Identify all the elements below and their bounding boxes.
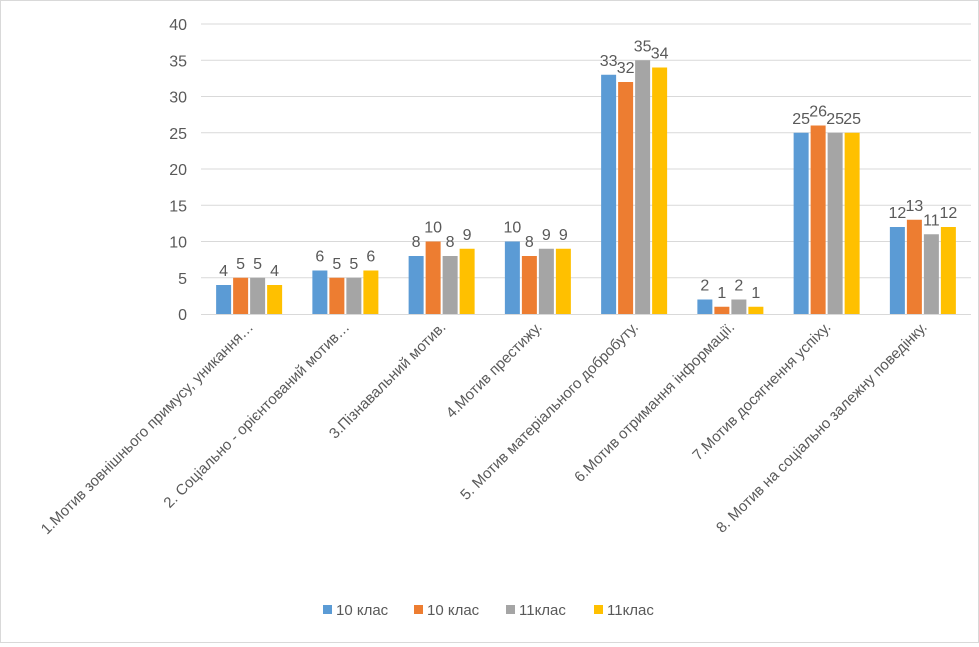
bar bbox=[538, 248, 554, 314]
y-tick-label: 5 bbox=[178, 271, 187, 288]
data-label: 12 bbox=[939, 205, 957, 222]
data-label: 5 bbox=[236, 256, 245, 273]
bar bbox=[889, 227, 905, 314]
category-label: 6.Мотив отримання інформації. bbox=[571, 319, 738, 486]
y-tick-label: 40 bbox=[169, 17, 187, 34]
data-label: 5 bbox=[332, 256, 341, 273]
y-tick-label: 15 bbox=[169, 198, 187, 215]
bar bbox=[793, 132, 809, 314]
data-label: 10 bbox=[424, 220, 442, 237]
bar bbox=[216, 285, 232, 314]
bar bbox=[425, 241, 441, 314]
data-label: 26 bbox=[809, 104, 827, 121]
bar bbox=[442, 256, 458, 314]
data-label: 8 bbox=[525, 234, 534, 251]
data-label: 9 bbox=[463, 227, 472, 244]
y-tick-label: 20 bbox=[169, 162, 187, 179]
legend: 10 клас 10 клас 11клас 11клас bbox=[323, 602, 654, 619]
y-tick-label: 25 bbox=[169, 126, 187, 143]
bar bbox=[504, 241, 520, 314]
bar bbox=[459, 248, 475, 314]
bar bbox=[652, 67, 668, 314]
bar bbox=[250, 277, 266, 314]
bar bbox=[521, 256, 537, 314]
bar bbox=[601, 74, 617, 314]
bar bbox=[906, 219, 922, 314]
data-label: 4 bbox=[219, 263, 228, 280]
bar bbox=[346, 277, 362, 314]
data-label: 2 bbox=[700, 278, 709, 295]
y-tick-label: 30 bbox=[169, 90, 187, 107]
data-label: 8 bbox=[412, 234, 421, 251]
legend-label: 11клас bbox=[607, 602, 654, 619]
category-label: 1.Мотив зовнішнього примусу, уникання… bbox=[38, 319, 257, 538]
data-label: 12 bbox=[888, 205, 906, 222]
bar bbox=[697, 299, 713, 314]
data-label: 11 bbox=[923, 212, 940, 229]
gridlines bbox=[201, 23, 971, 279]
bar bbox=[408, 256, 424, 314]
data-label: 9 bbox=[542, 227, 551, 244]
bar bbox=[363, 270, 379, 314]
data-label: 25 bbox=[843, 111, 861, 128]
y-axis-ticks: 0 5 10 15 20 25 30 35 40 bbox=[169, 17, 187, 324]
data-label: 4 bbox=[270, 263, 279, 280]
bar bbox=[555, 248, 571, 314]
y-tick-label: 35 bbox=[169, 53, 187, 70]
bar bbox=[940, 227, 956, 314]
legend-swatch bbox=[323, 605, 332, 614]
data-label: 6 bbox=[366, 249, 375, 266]
data-label: 13 bbox=[905, 198, 923, 215]
data-label: 32 bbox=[617, 60, 635, 77]
data-label: 5 bbox=[253, 256, 262, 273]
bar bbox=[329, 277, 345, 314]
data-label: 6 bbox=[315, 249, 324, 266]
data-label: 34 bbox=[651, 46, 669, 63]
bar bbox=[810, 125, 826, 314]
data-label: 25 bbox=[792, 111, 810, 128]
bar bbox=[827, 132, 843, 314]
bar bbox=[635, 60, 651, 314]
legend-label: 10 клас bbox=[427, 602, 480, 619]
data-label: 1 bbox=[717, 285, 726, 302]
bar bbox=[233, 277, 249, 314]
data-label: 8 bbox=[446, 234, 455, 251]
legend-swatch bbox=[594, 605, 603, 614]
category-labels: 1.Мотив зовнішнього примусу, уникання…2.… bbox=[38, 319, 931, 538]
legend-swatch bbox=[506, 605, 515, 614]
legend-label: 11клас bbox=[519, 602, 566, 619]
data-label: 25 bbox=[826, 111, 844, 128]
bar bbox=[267, 285, 283, 314]
bar bbox=[731, 299, 747, 314]
data-label: 33 bbox=[600, 53, 618, 70]
data-label: 1 bbox=[751, 285, 760, 302]
legend-label: 10 клас bbox=[336, 602, 389, 619]
bar bbox=[844, 132, 860, 314]
data-label: 5 bbox=[349, 256, 358, 273]
bar bbox=[618, 82, 634, 314]
bar bbox=[714, 306, 730, 314]
category-label: 8. Мотив на соціально залежну поведінку. bbox=[713, 319, 931, 537]
bar bbox=[312, 270, 328, 314]
y-tick-label: 10 bbox=[169, 235, 187, 252]
bar bbox=[748, 306, 764, 314]
y-tick-label: 0 bbox=[178, 307, 187, 324]
legend-swatch bbox=[414, 605, 423, 614]
category-label: 4.Мотив престижу. bbox=[443, 319, 546, 422]
category-label: 2. Соціально - орієнтований мотив… bbox=[160, 319, 353, 512]
category-label: 5. Мотив матеріального добробуту. bbox=[457, 319, 642, 504]
data-label: 35 bbox=[634, 38, 652, 55]
bar bbox=[923, 234, 939, 314]
bars bbox=[216, 60, 956, 314]
data-label: 9 bbox=[559, 227, 568, 244]
data-label: 10 bbox=[503, 220, 521, 237]
data-label: 2 bbox=[734, 278, 743, 295]
